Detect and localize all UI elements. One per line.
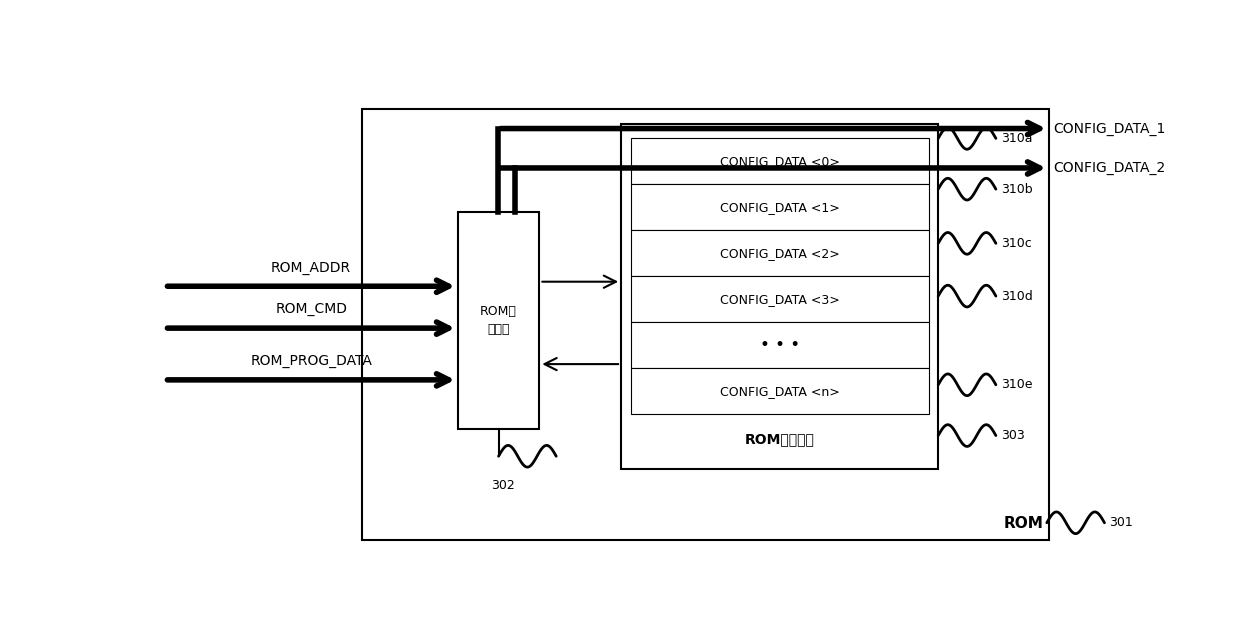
Text: 310a: 310a (1001, 132, 1032, 145)
Text: ROM_CMD: ROM_CMD (275, 303, 347, 316)
Bar (362, 109, 1049, 540)
Bar (631, 323, 929, 369)
Text: CONFIG_DATA_2: CONFIG_DATA_2 (1054, 161, 1166, 175)
Text: 301: 301 (1110, 516, 1133, 529)
Bar (631, 369, 929, 414)
Text: 310b: 310b (1001, 182, 1033, 196)
Text: CONFIG_DATA <2>: CONFIG_DATA <2> (719, 247, 839, 260)
Text: 310e: 310e (1001, 378, 1032, 391)
Text: 310c: 310c (1001, 237, 1032, 250)
Bar (621, 124, 939, 468)
Text: 303: 303 (1001, 429, 1024, 442)
Text: CONFIG_DATA <0>: CONFIG_DATA <0> (719, 155, 839, 168)
Text: 302: 302 (491, 479, 516, 492)
Bar (458, 212, 539, 429)
Text: • • •: • • • (760, 337, 800, 355)
Text: ROM_ADDR: ROM_ADDR (272, 260, 351, 275)
Bar (631, 184, 929, 230)
Text: CONFIG_DATA <n>: CONFIG_DATA <n> (719, 385, 839, 398)
Text: CONFIG_DATA <3>: CONFIG_DATA <3> (719, 293, 839, 306)
Text: ROM存储阵列: ROM存储阵列 (745, 432, 815, 446)
Text: ROM控
制电路: ROM控 制电路 (480, 305, 517, 336)
Text: 310d: 310d (1001, 289, 1033, 303)
Text: ROM_PROG_DATA: ROM_PROG_DATA (250, 354, 372, 368)
Bar (631, 230, 929, 276)
Text: ROM: ROM (1004, 516, 1044, 531)
Text: CONFIG_DATA <1>: CONFIG_DATA <1> (719, 201, 839, 214)
Bar (631, 276, 929, 323)
Text: CONFIG_DATA_1: CONFIG_DATA_1 (1054, 122, 1166, 136)
Bar (631, 138, 929, 184)
